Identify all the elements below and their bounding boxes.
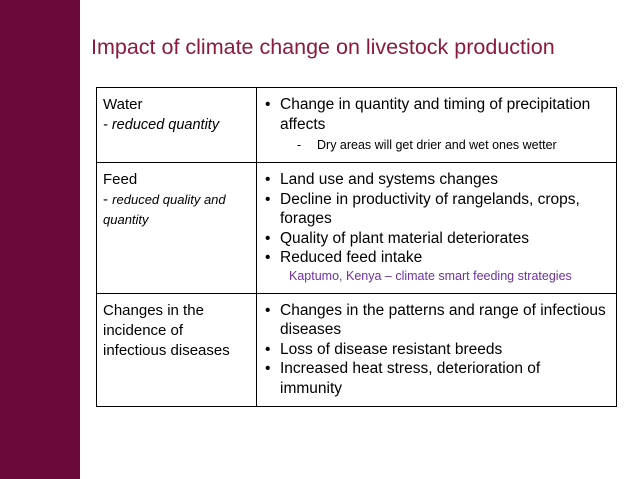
- slide-title: Impact of climate change on livestock pr…: [91, 35, 555, 59]
- topic-cell-feed: Feed - reduced quality and quantity: [96, 162, 257, 294]
- bullet-item: Land use and systems changes: [265, 170, 606, 190]
- bullet-list: Land use and systems changes Decline in …: [265, 170, 606, 268]
- dash-marker: -: [297, 138, 302, 152]
- bullet-item: Changes in the patterns and range of inf…: [265, 301, 606, 340]
- sub-bullet: - Dry areas will get drier and wet ones w…: [265, 136, 606, 154]
- sub-bullet-text: Dry areas will get drier and wet ones we…: [317, 138, 557, 152]
- table-row-feed: Feed - reduced quality and quantity Land…: [96, 162, 617, 294]
- bullet-list: Changes in the patterns and range of inf…: [265, 301, 606, 399]
- bullet-item: Increased heat stress, deterioration of …: [265, 359, 606, 398]
- impact-cell-feed: Land use and systems changes Decline in …: [256, 162, 617, 294]
- impact-table: Water - reduced quantity Change in quant…: [96, 87, 617, 407]
- topic-subtitle: - reduced quantity: [103, 117, 220, 133]
- topic-cell-diseases: Changes in the incidence of infectious d…: [96, 292, 257, 407]
- topic-subtitle-line: - reduced quality and quantity: [103, 190, 250, 230]
- table-row-diseases: Changes in the incidence of infectious d…: [96, 292, 617, 407]
- bullet-item: Decline in productivity of rangelands, c…: [265, 190, 606, 229]
- table-row-water: Water - reduced quantity Change in quant…: [96, 87, 617, 163]
- topic-subtitle: reduced quality and quantity: [103, 192, 226, 227]
- bullet-item: Change in quantity and timing of precipi…: [265, 95, 606, 134]
- impact-cell-diseases: Changes in the patterns and range of inf…: [256, 292, 617, 407]
- left-accent-bar: [0, 0, 80, 479]
- impact-cell-water: Change in quantity and timing of precipi…: [256, 87, 617, 163]
- topic-cell-water: Water - reduced quantity: [96, 87, 257, 163]
- case-study-note: Kaptumo, Kenya – climate smart feeding s…: [289, 268, 572, 283]
- bullet-item: Quality of plant material deteriorates: [265, 229, 606, 249]
- topic-label: Water: [103, 96, 143, 113]
- topic-label: Feed: [103, 171, 138, 188]
- bullet-item: Reduced feed intake: [265, 248, 606, 268]
- topic-label: Changes in the incidence of infectious d…: [103, 301, 230, 359]
- bullet-item: Loss of disease resistant breeds: [265, 340, 606, 360]
- subtitle-marker: -: [103, 191, 113, 208]
- bullet-list: Change in quantity and timing of precipi…: [265, 95, 606, 134]
